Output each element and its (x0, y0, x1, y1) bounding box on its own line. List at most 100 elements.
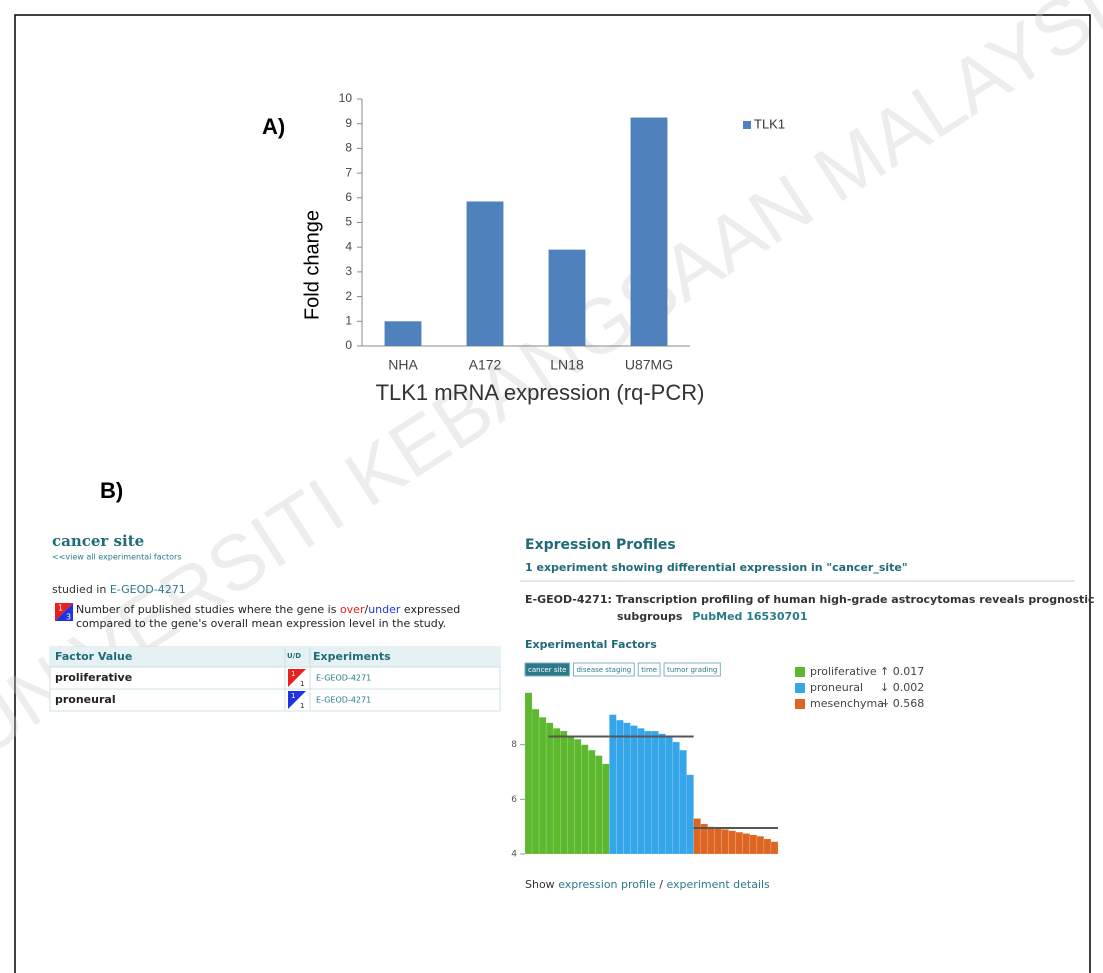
profile-bar (666, 736, 673, 854)
pubmed-link[interactable]: PubMed 16530701 (692, 610, 807, 623)
factor-tag-label: cancer site (528, 666, 566, 674)
factor-table: Factor Value U/D Experiments proliferati… (50, 647, 500, 711)
profile-link[interactable]: expression profile (558, 878, 656, 891)
y-tick-label: 7 (345, 165, 352, 179)
y-axis-title: Fold change (301, 210, 323, 320)
icon-up-count: 1 (58, 604, 63, 613)
experiment-link[interactable]: E-GEOD-4271 (316, 674, 371, 683)
legend-label: mesenchymal (810, 697, 887, 710)
legend-swatch (795, 683, 805, 693)
profile-bar (722, 829, 729, 854)
figure: UNIVERSITI KEBANGSAAN MALAYSIA A) Fold c… (0, 0, 1103, 973)
y-tick-label: 10 (339, 91, 353, 105)
note-text: Number of published studies where the ge… (76, 603, 340, 616)
header-cell: U/D (287, 652, 301, 660)
down-count: 1 (300, 702, 304, 710)
footer-text: Show (525, 878, 558, 891)
header-cell: Experiments (313, 650, 391, 663)
y-tick-label: 1 (345, 313, 352, 327)
factors-title: Experimental Factors (525, 638, 657, 651)
note: compared to the gene's overall mean expr… (76, 617, 446, 630)
profile-bar (743, 834, 750, 855)
profile-bar (602, 764, 609, 854)
panel-label: A) (262, 114, 285, 139)
profile-bar (588, 750, 595, 854)
y-tick-label: 3 (345, 264, 352, 278)
profile-bar (574, 739, 581, 854)
bar (385, 321, 422, 346)
footer: Show expression profile / experiment det… (525, 878, 770, 891)
profile-bar (750, 835, 757, 854)
profile-bar (644, 731, 651, 854)
summary: 1 experiment showing differential expres… (525, 561, 908, 574)
up-count: 1 (291, 670, 295, 678)
profile-bar (659, 734, 666, 854)
studied-in-label: studied in (52, 583, 110, 596)
profile-bar (546, 723, 553, 854)
note-text: expressed (400, 603, 460, 616)
up-count: 1 (291, 692, 295, 700)
x-tick-label: U87MG (625, 357, 673, 373)
down-count: 1 (300, 680, 304, 688)
profile-bar (630, 726, 637, 854)
profile-bar (757, 836, 764, 854)
note-under: under (368, 603, 401, 616)
x-tick-label: LN18 (550, 357, 584, 373)
legend-swatch (795, 699, 805, 709)
profile-bar (525, 693, 532, 854)
profile-bar (623, 723, 630, 854)
legend-label: proliferative (810, 665, 877, 678)
profile-bar (560, 731, 567, 854)
profile-bar (687, 775, 694, 854)
factor-tag-label: time (641, 666, 657, 674)
profile-bar (736, 832, 743, 854)
x-tick-label: A172 (469, 357, 502, 373)
experiment-link[interactable]: E-GEOD-4271 (316, 696, 371, 705)
x-axis-title: TLK1 mRNA expression (rq-PCR) (376, 380, 705, 405)
factor-cell: proneural (55, 693, 116, 706)
profile-bar (708, 827, 715, 854)
view-all-link[interactable]: <<view all experimental factors (52, 553, 181, 562)
profile-bar (694, 818, 701, 854)
legend-swatch (795, 667, 805, 677)
studied-in: studied in E-GEOD-4271 (52, 583, 186, 596)
experiment-link[interactable]: E-GEOD-4271 (110, 583, 186, 596)
note-over: over (340, 603, 365, 616)
footer-text: / (656, 878, 667, 891)
legend-stat: ↑ 0.017 (880, 665, 924, 678)
profile-bar (532, 709, 539, 854)
profile-bar (567, 736, 574, 854)
factor-cell: proliferative (55, 671, 132, 684)
profile-bar (715, 828, 722, 854)
y-tick-label: 4 (345, 239, 352, 253)
profile-bar (581, 745, 588, 854)
factor-title: cancer site (52, 532, 144, 550)
bar (631, 118, 668, 346)
bar (467, 202, 504, 346)
legend-icon: 1 3 (55, 603, 73, 622)
legend-label: TLK1 (754, 116, 785, 131)
experiment-title-line: subgroups (617, 610, 683, 623)
y-tick-label: 2 (345, 289, 352, 303)
x-tick-label: NHA (388, 357, 418, 373)
profile-bar (539, 717, 546, 854)
profile-bar (595, 756, 602, 854)
y-tick-label: 4 (511, 850, 517, 860)
y-tick-label: 6 (345, 190, 352, 204)
legend-stat: ~ 0.568 (880, 697, 924, 710)
profile-bar (652, 731, 659, 854)
profile-bar (553, 728, 560, 854)
factor-tag-label: disease staging (576, 666, 631, 674)
details-link[interactable]: experiment details (666, 878, 770, 891)
factor-tags: cancer sitedisease stagingtimetumor grad… (525, 663, 720, 676)
header-cell: Factor Value (55, 650, 132, 663)
experiment-title: E-GEOD-4271: Transcription profiling of … (525, 593, 1095, 606)
y-tick-label: 8 (345, 141, 352, 155)
y-tick-label: 0 (345, 338, 352, 352)
y-tick-label: 5 (345, 215, 352, 229)
y-tick-label: 8 (511, 740, 517, 750)
section-title: Expression Profiles (525, 537, 676, 553)
experiment-title: subgroups PubMed 16530701 (617, 610, 807, 623)
legend-stat: ↓ 0.002 (880, 681, 924, 694)
